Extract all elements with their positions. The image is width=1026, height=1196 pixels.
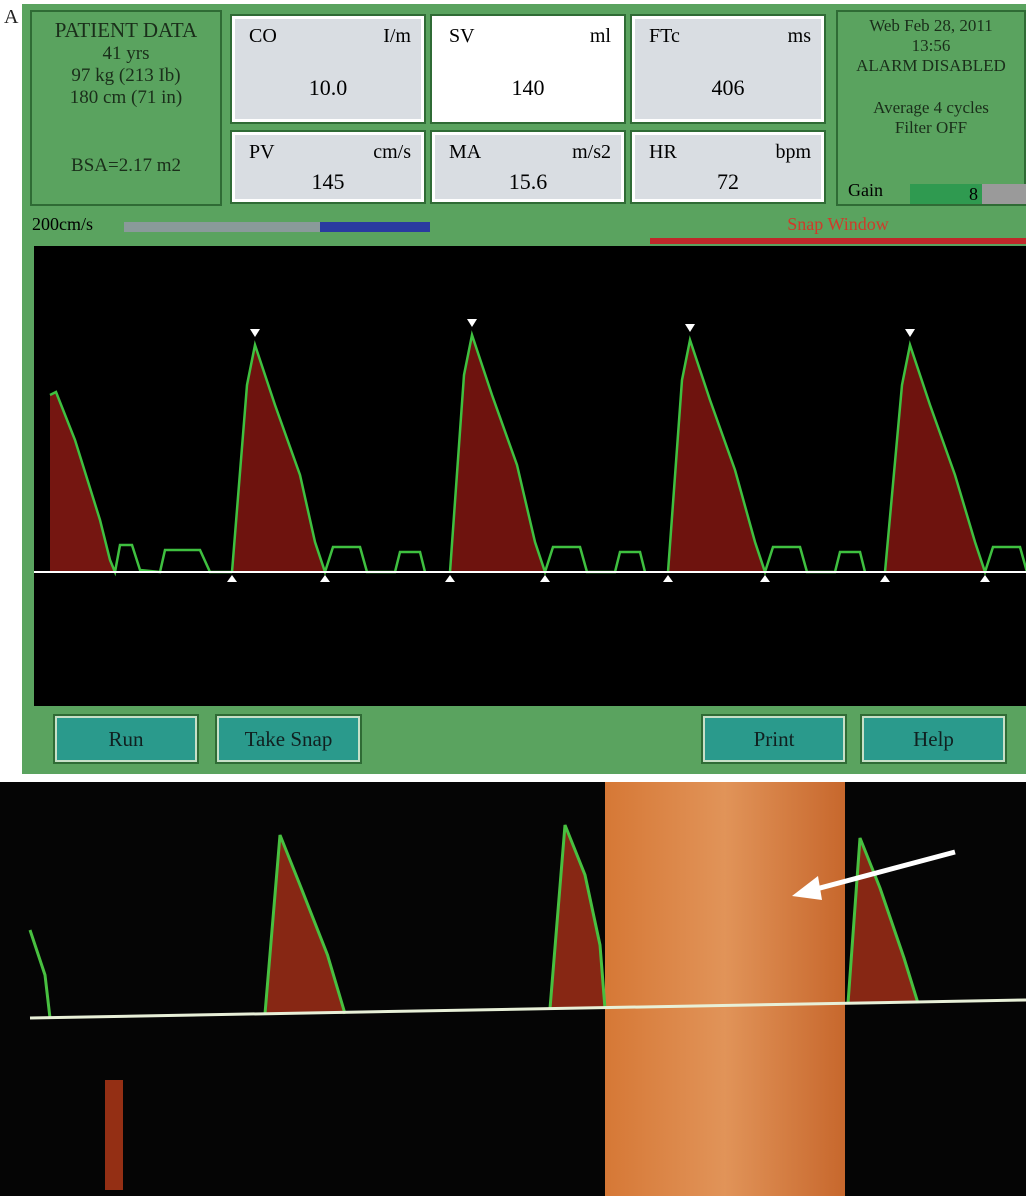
flow-envelope <box>550 825 605 1009</box>
status-time: 13:56 <box>911 36 951 55</box>
scale-bar <box>320 222 430 232</box>
marker <box>227 575 237 582</box>
flow-envelope <box>450 335 545 572</box>
gain-bar <box>982 184 1026 204</box>
marker <box>445 575 455 582</box>
gain-value: 8 <box>910 184 982 204</box>
parameter-name: CO <box>249 25 277 47</box>
trace <box>49 390 232 577</box>
patient-height: 180 cm (71 in) <box>69 87 183 108</box>
panel-label: A <box>4 6 19 28</box>
patient-weight: 97 kg (213 Ib) <box>71 65 181 86</box>
patient-age: 41 yrs <box>102 43 150 64</box>
parameter-unit: m/s2 <box>572 141 611 163</box>
arrow-head <box>792 876 822 900</box>
marker <box>467 319 477 327</box>
marker <box>320 575 330 582</box>
marker <box>760 575 770 582</box>
trace <box>230 340 427 577</box>
marker <box>250 329 260 337</box>
parameter-box: FTc ms 406 <box>630 14 826 124</box>
doppler-display <box>34 246 1026 706</box>
button[interactable]: Help <box>860 714 1007 764</box>
gain-label: Gain <box>848 180 883 200</box>
trace <box>448 330 647 577</box>
parameter-name: PV <box>249 141 275 163</box>
marker <box>880 575 890 582</box>
marker <box>905 329 915 337</box>
status-average: Average 4 cycles <box>873 98 989 117</box>
parameter-name: MA <box>449 141 482 163</box>
arrow <box>804 849 956 895</box>
flow-envelope <box>232 345 325 572</box>
parameter-name: FTc <box>649 25 680 47</box>
button[interactable]: Print <box>701 714 847 764</box>
parameter-unit: I/m <box>383 25 411 47</box>
parameter-name: SV <box>449 25 475 47</box>
flow-envelope <box>50 392 115 572</box>
parameter-value: 406 <box>711 75 745 100</box>
parameter-value: 140 <box>511 75 545 100</box>
parameter-unit: ms <box>787 25 811 47</box>
trace <box>666 335 867 577</box>
marker <box>685 324 695 332</box>
patient-title: PATIENT DATA <box>54 18 198 42</box>
parameter-unit: cm/s <box>373 141 411 163</box>
waveform-a <box>49 319 1026 582</box>
button[interactable]: Run <box>53 714 199 764</box>
parameter-unit: ml <box>589 25 611 47</box>
scale-bar <box>124 222 320 232</box>
marker <box>980 575 990 582</box>
parameter-box: HR bpm 72 <box>630 130 826 204</box>
trace <box>263 834 347 1015</box>
artifact-band <box>605 782 845 1196</box>
button[interactable]: Take Snap <box>215 714 362 764</box>
status-alarm: ALARM DISABLED <box>856 56 1006 75</box>
patient-bsa: BSA=2.17 m2 <box>71 155 181 176</box>
trace <box>28 929 52 1019</box>
parameter-box: PV cm/s 145 <box>230 130 426 204</box>
baseline <box>29 998 1026 1020</box>
marker <box>663 575 673 582</box>
snap-window-label: Snap Window <box>787 214 889 234</box>
waveform-b <box>28 824 920 1190</box>
parameter-box: SV ml 140 <box>430 14 626 124</box>
parameter-value: 72 <box>717 169 739 194</box>
flow-envelope <box>848 838 918 1004</box>
flow-envelope <box>885 345 985 572</box>
parameter-box: MA m/s2 15.6 <box>430 130 626 204</box>
patient-panel: PATIENT DATA 41 yrs 97 kg (213 Ib) 180 c… <box>30 10 222 206</box>
parameter-value: 10.0 <box>308 75 348 100</box>
parameter-name: HR <box>649 141 677 163</box>
status-date: Web Feb 28, 2011 <box>869 16 993 35</box>
trace <box>548 824 607 1009</box>
flow-envelope <box>668 340 765 572</box>
parameter-unit: bpm <box>775 141 811 163</box>
flow-envelope <box>265 835 345 1014</box>
parameter-value: 145 <box>311 169 345 194</box>
scale-label: 200cm/s <box>32 214 93 234</box>
status-filter: Filter OFF <box>894 118 968 137</box>
parameter-box: CO I/m 10.0 <box>230 14 426 124</box>
trace <box>883 340 1026 577</box>
trace <box>846 837 920 1004</box>
parameter-value: 15.6 <box>508 169 548 194</box>
snap-window-bar <box>650 238 1026 244</box>
status-panel: Web Feb 28, 2011 13:56 ALARM DISABLED Av… <box>836 10 1026 206</box>
artifact <box>105 1080 123 1190</box>
marker <box>540 575 550 582</box>
